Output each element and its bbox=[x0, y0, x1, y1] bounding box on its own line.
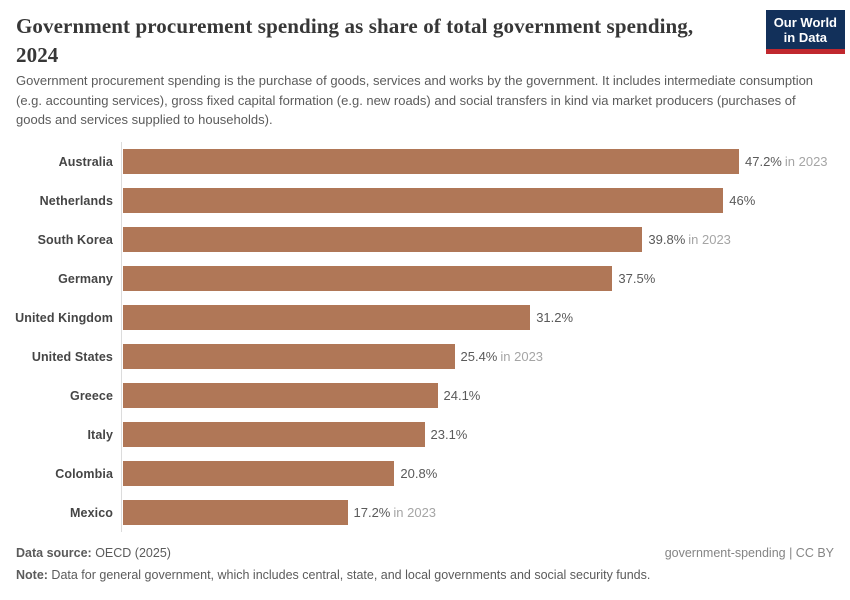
owid-logo-line1: Our World bbox=[773, 15, 837, 30]
value-text: 37.5% bbox=[618, 271, 656, 286]
license-link[interactable]: government-spending | CC BY bbox=[664, 546, 834, 560]
value-label: 39.8% in 2023 bbox=[648, 232, 731, 247]
value-text: 20.8% bbox=[400, 466, 438, 481]
bar-row: Australia 47.2% in 2023 bbox=[0, 142, 842, 181]
bar-row: Netherlands 46% bbox=[0, 181, 842, 220]
bar[interactable] bbox=[123, 344, 455, 369]
value-label: 23.1% bbox=[431, 427, 468, 442]
data-source-value: OECD (2025) bbox=[91, 546, 171, 560]
bar-track: 17.2% in 2023 bbox=[121, 493, 842, 532]
note-label: Note: bbox=[16, 568, 48, 582]
country-label: United Kingdom bbox=[15, 310, 113, 325]
bar-row: Italy 23.1% bbox=[0, 415, 842, 454]
chart-title: Government procurement spending as share… bbox=[16, 14, 694, 67]
bar-track: 39.8% in 2023 bbox=[121, 220, 842, 259]
bar-row: Germany 37.5% bbox=[0, 259, 842, 298]
bar-track: 37.5% bbox=[121, 259, 842, 298]
chart-subtitle: Government procurement spending is the p… bbox=[16, 73, 814, 127]
country-label: Australia bbox=[58, 154, 113, 169]
bar[interactable] bbox=[123, 188, 724, 213]
owid-logo-line2: in Data bbox=[783, 30, 828, 45]
bar-row: Mexico 17.2% in 2023 bbox=[0, 493, 842, 532]
value-label: 47.2% in 2023 bbox=[745, 154, 828, 169]
bar[interactable] bbox=[123, 227, 643, 252]
bar[interactable] bbox=[123, 500, 348, 525]
country-label: Netherlands bbox=[39, 193, 113, 208]
bar-row: United Kingdom 31.2% bbox=[0, 298, 842, 337]
value-label: 24.1% bbox=[444, 388, 481, 403]
bar-track: 31.2% bbox=[121, 298, 842, 337]
bar-track: 24.1% bbox=[121, 376, 842, 415]
country-label: United States bbox=[31, 349, 113, 364]
data-source: Data source: OECD (2025) bbox=[16, 545, 171, 561]
bar-row: South Korea 39.8% in 2023 bbox=[0, 220, 842, 259]
bar-track: 20.8% bbox=[121, 454, 842, 493]
data-source-label: Data source: bbox=[16, 546, 92, 560]
bar[interactable] bbox=[123, 383, 438, 408]
value-text: 25.4% bbox=[460, 349, 498, 364]
bar-row: Greece 24.1% bbox=[0, 376, 842, 415]
footer-note: Note: Data for general government, which… bbox=[16, 567, 834, 583]
value-text: 31.2% bbox=[536, 310, 574, 325]
value-year-note: in 2023 bbox=[688, 232, 731, 247]
bar-row: United States 25.4% in 2023 bbox=[0, 337, 842, 376]
bar[interactable] bbox=[123, 149, 739, 174]
value-text: 46% bbox=[729, 193, 756, 208]
owid-logo[interactable]: Our World in Data bbox=[765, 10, 845, 54]
value-label: 46% bbox=[729, 193, 755, 208]
value-label: 37.5% bbox=[618, 271, 655, 286]
bar[interactable] bbox=[123, 305, 531, 330]
value-year-note: in 2023 bbox=[784, 154, 828, 169]
country-label: Mexico bbox=[70, 505, 113, 520]
bar[interactable] bbox=[123, 461, 395, 486]
value-text: 23.1% bbox=[430, 427, 468, 442]
note-value: Data for general government, which inclu… bbox=[47, 568, 651, 582]
value-label: 17.2% in 2023 bbox=[354, 505, 437, 520]
country-label: Colombia bbox=[55, 466, 113, 481]
country-label: Germany bbox=[58, 271, 113, 286]
country-label: South Korea bbox=[37, 232, 113, 247]
bar-track: 25.4% in 2023 bbox=[121, 337, 842, 376]
value-year-note: in 2023 bbox=[500, 349, 544, 364]
value-label: 25.4% in 2023 bbox=[461, 349, 544, 364]
bar-track: 23.1% bbox=[121, 415, 842, 454]
value-label: 20.8% bbox=[400, 466, 437, 481]
bar-track: 46% bbox=[121, 181, 842, 220]
value-label: 31.2% bbox=[536, 310, 573, 325]
country-label: Italy bbox=[87, 427, 113, 442]
bar-row: Colombia 20.8% bbox=[0, 454, 842, 493]
value-text: 17.2% bbox=[353, 505, 391, 520]
country-label: Greece bbox=[70, 388, 113, 403]
bar[interactable] bbox=[123, 422, 425, 447]
chart-footer: Data source: OECD (2025) government-spen… bbox=[16, 545, 834, 583]
bar[interactable] bbox=[123, 266, 613, 291]
bar-track: 47.2% in 2023 bbox=[121, 142, 842, 181]
value-year-note: in 2023 bbox=[393, 505, 437, 520]
value-text: 39.8% bbox=[648, 232, 686, 247]
value-text: 47.2% bbox=[745, 154, 782, 169]
value-text: 24.1% bbox=[443, 388, 481, 403]
bar-chart: Australia 47.2% in 2023 Netherlands 46% S… bbox=[0, 142, 842, 532]
